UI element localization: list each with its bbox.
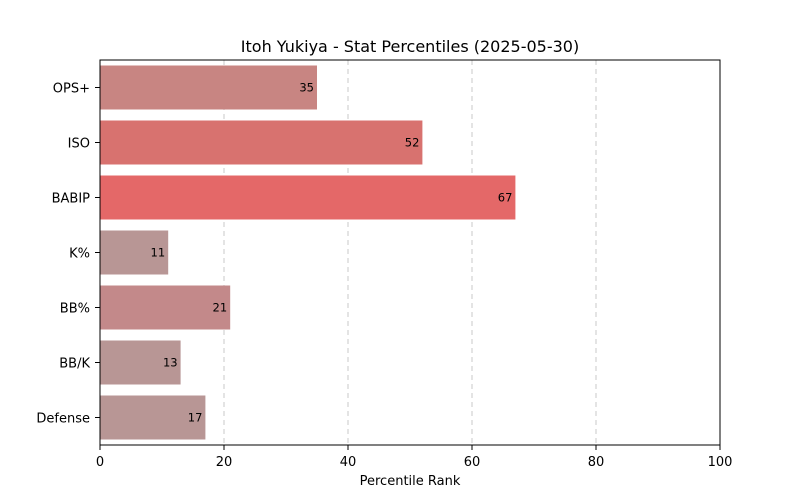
y-tick-label: BB%: [60, 302, 90, 317]
bar-value-label: 35: [299, 81, 314, 95]
chart-title: Itoh Yukiya - Stat Percentiles (2025-05-…: [241, 37, 579, 56]
plot-frame: [99, 59, 721, 446]
axis-ticks: 0 20 40 60 80 100 OPS+ ISO BABIP K% BB% BB/K Defense: [36, 82, 732, 471]
x-tick-label: 80: [588, 455, 605, 470]
y-tick-label: BABIP: [52, 192, 91, 207]
x-tick-label: 40: [340, 455, 357, 470]
bar-0: [100, 65, 317, 110]
bar-2: [100, 175, 516, 220]
bar-value-label: 67: [498, 191, 513, 205]
y-tick-label: OPS+: [53, 82, 90, 97]
grid-lines: [223, 60, 597, 445]
bar-value-label: 13: [163, 356, 178, 370]
y-tick-label: K%: [69, 247, 90, 262]
bar-value-label: 11: [151, 246, 166, 260]
bar-3: [100, 230, 169, 275]
bar-value-label: 21: [213, 301, 228, 315]
bar-value-label: 17: [188, 411, 203, 425]
bar-5: [100, 340, 181, 385]
x-tick-label: 20: [216, 455, 233, 470]
bar-1: [100, 120, 423, 165]
y-tick-label: Defense: [36, 412, 90, 427]
bars: 35 52 67 11 21 13 17: [100, 65, 516, 440]
y-tick-label: ISO: [68, 137, 90, 152]
bar-value-label: 52: [405, 136, 420, 150]
x-tick-label: 100: [708, 455, 733, 470]
bar-4: [100, 285, 231, 330]
x-tick-label: 60: [464, 455, 481, 470]
y-tick-label: BB/K: [59, 357, 90, 372]
bar-6: [100, 395, 206, 440]
x-axis-label: Percentile Rank: [360, 474, 461, 489]
x-tick-label: 0: [96, 455, 104, 470]
